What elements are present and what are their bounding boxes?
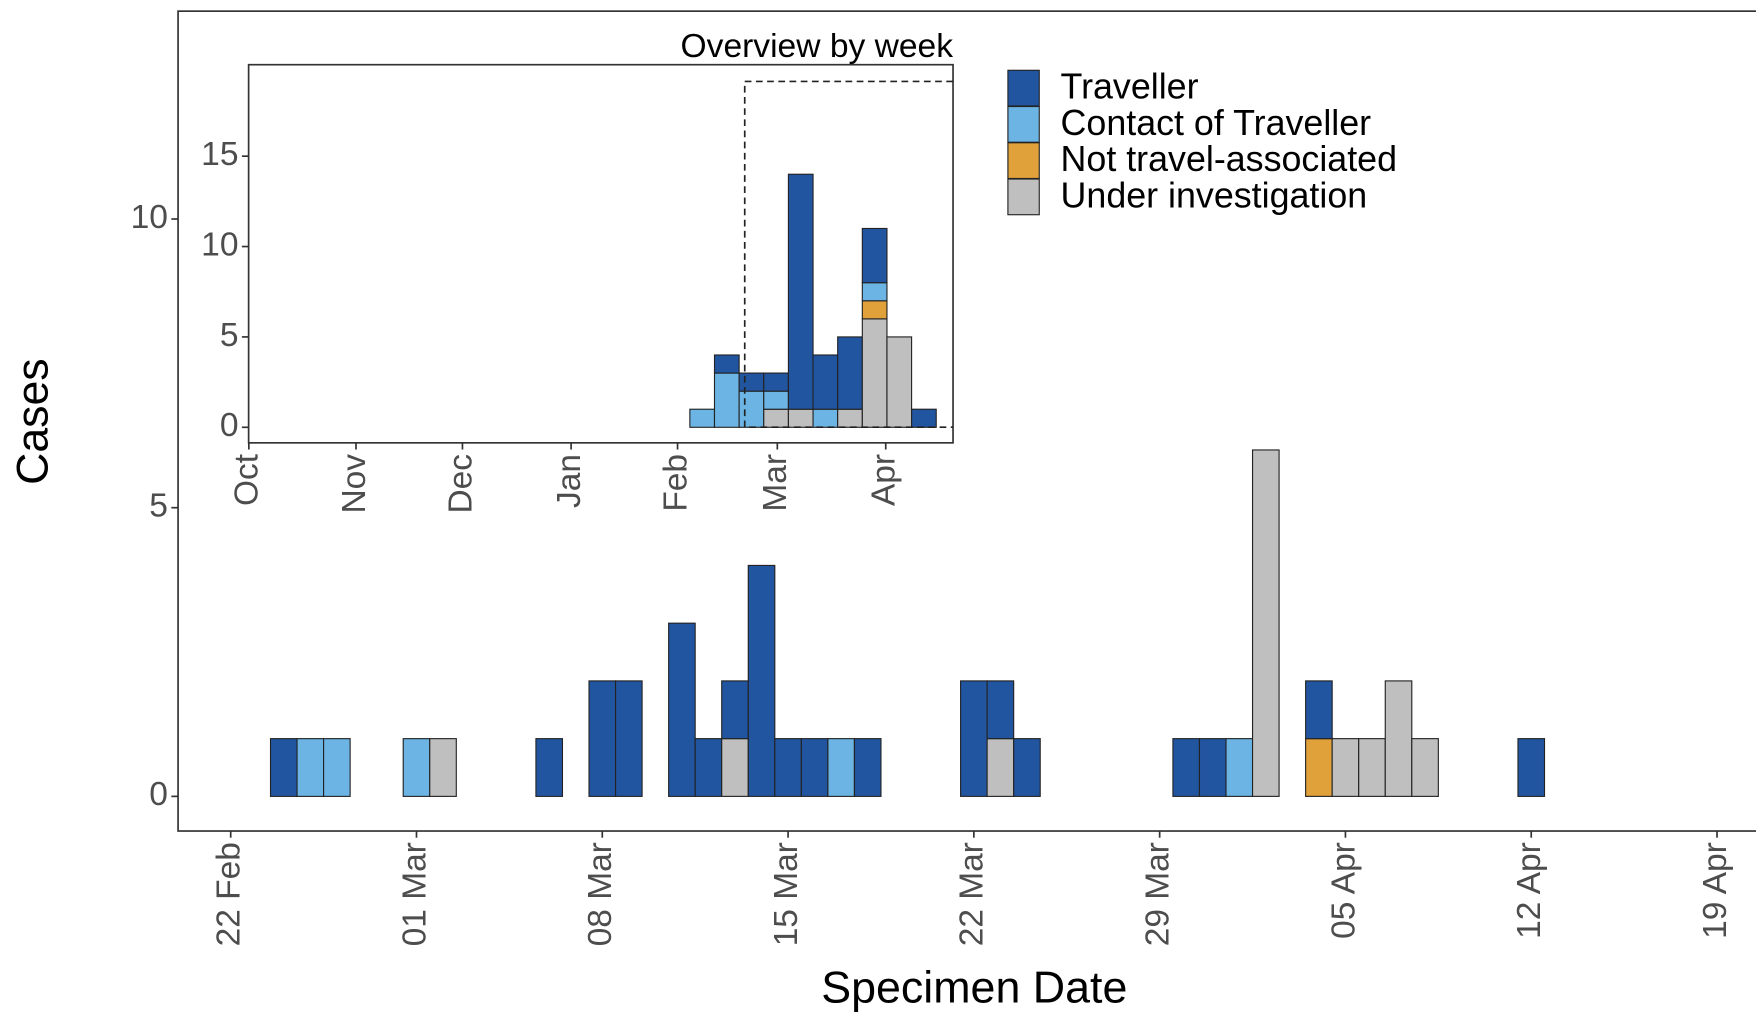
bar-segment bbox=[1305, 738, 1333, 797]
bar-segment bbox=[837, 336, 863, 410]
bar-segment bbox=[323, 738, 351, 797]
zoom-region bbox=[743, 80, 954, 429]
bar-segment bbox=[800, 738, 829, 797]
y-tick-label: 10 bbox=[201, 226, 238, 263]
bar-segment bbox=[1251, 449, 1280, 797]
bar-segment bbox=[614, 680, 643, 797]
inset-chart: 0 5 10 15 Oct Nov Dec Jan Feb Mar Apr bbox=[201, 63, 954, 514]
bar-segment bbox=[812, 408, 839, 428]
legend-label: Traveller bbox=[1061, 67, 1199, 107]
x-tick-label: 08 Mar bbox=[582, 842, 619, 946]
bar-segment bbox=[588, 680, 617, 797]
x-tick-label: Apr bbox=[866, 454, 903, 506]
bar-segment bbox=[1013, 738, 1041, 797]
bar-segment bbox=[713, 372, 740, 428]
y-tick-label: 10 bbox=[131, 199, 168, 236]
bar-segment bbox=[861, 318, 888, 428]
bar-segment bbox=[689, 408, 716, 428]
bar-segment bbox=[296, 738, 325, 797]
bar-segment bbox=[1331, 738, 1360, 797]
x-tick-label: 15 Mar bbox=[768, 842, 805, 946]
bar-segment bbox=[713, 354, 740, 374]
bar-segment bbox=[787, 408, 814, 428]
inset-title: Overview by week bbox=[681, 28, 954, 65]
bar-segment bbox=[827, 738, 855, 797]
bar-segment bbox=[853, 738, 882, 797]
bar-segment bbox=[886, 336, 913, 428]
x-tick-label: Mar bbox=[757, 454, 794, 512]
y-axis-title: Cases bbox=[9, 358, 58, 484]
bar-segment bbox=[1517, 738, 1546, 797]
bar-segment bbox=[774, 738, 802, 797]
x-tick-label: Oct bbox=[229, 453, 266, 506]
bar-segment bbox=[1198, 738, 1227, 797]
legend-swatch bbox=[1007, 105, 1040, 143]
bar-segment bbox=[986, 738, 1015, 797]
y-tick-label: 5 bbox=[149, 488, 168, 525]
bar-segment bbox=[1358, 738, 1386, 797]
bar-segment bbox=[861, 227, 888, 284]
bar-segment bbox=[1411, 738, 1439, 797]
panel-border bbox=[177, 10, 1756, 832]
x-tick-label: 22 Mar bbox=[954, 842, 991, 946]
legend-swatch bbox=[1007, 69, 1040, 107]
bar-segment bbox=[763, 372, 789, 392]
x-tick-label: 12 Apr bbox=[1511, 842, 1548, 939]
legend-swatch bbox=[1007, 178, 1040, 216]
x-tick-label: Feb bbox=[657, 454, 694, 512]
x-tick-label: 19 Apr bbox=[1697, 842, 1734, 939]
y-tick-label: 0 bbox=[220, 407, 239, 444]
legend-label: Not travel-associated bbox=[1061, 139, 1397, 179]
bar-segment bbox=[738, 390, 765, 428]
x-tick-label: 05 Apr bbox=[1325, 842, 1362, 939]
bar-segment bbox=[837, 408, 863, 428]
bar-segment bbox=[721, 738, 749, 797]
y-tick-label: 0 bbox=[149, 776, 168, 813]
bar-segment bbox=[747, 564, 776, 797]
x-tick-label: 22 Feb bbox=[211, 842, 248, 946]
panel-border bbox=[247, 63, 954, 444]
legend-label: Under investigation bbox=[1061, 175, 1368, 215]
x-axis-title: Specimen Date bbox=[821, 963, 1127, 1012]
bar-segment bbox=[986, 680, 1015, 740]
bar-segment bbox=[402, 738, 431, 797]
bar-segment bbox=[861, 300, 888, 320]
bar-segment bbox=[812, 354, 839, 410]
legend-label: Contact of Traveller bbox=[1061, 103, 1372, 143]
y-tick-label: 5 bbox=[220, 317, 239, 354]
bar-segment bbox=[668, 622, 696, 797]
bar-segment bbox=[911, 408, 937, 428]
bar-segment bbox=[763, 390, 789, 410]
bar-segment bbox=[861, 282, 888, 302]
bar-segment bbox=[721, 680, 749, 740]
bar-segment bbox=[787, 173, 814, 410]
bar-segment bbox=[738, 372, 765, 392]
bar-segment bbox=[960, 680, 988, 797]
x-tick-label: Nov bbox=[336, 454, 373, 514]
bar-segment bbox=[694, 738, 723, 797]
bar-segment bbox=[763, 408, 789, 428]
bar-segment bbox=[1172, 738, 1201, 797]
bar-segment bbox=[269, 738, 298, 797]
legend-swatch bbox=[1007, 142, 1040, 180]
bar-segment bbox=[1225, 738, 1254, 797]
y-tick-label: 15 bbox=[201, 136, 238, 173]
x-tick-label: Jan bbox=[551, 454, 588, 508]
bar-segment bbox=[429, 738, 457, 797]
x-tick-label: Dec bbox=[442, 454, 479, 513]
bar-segment bbox=[1384, 680, 1413, 797]
bar-segment bbox=[535, 738, 564, 797]
x-tick-label: 29 Mar bbox=[1139, 842, 1176, 946]
bar-segment bbox=[1305, 680, 1333, 740]
x-tick-label: 01 Mar bbox=[396, 842, 433, 946]
